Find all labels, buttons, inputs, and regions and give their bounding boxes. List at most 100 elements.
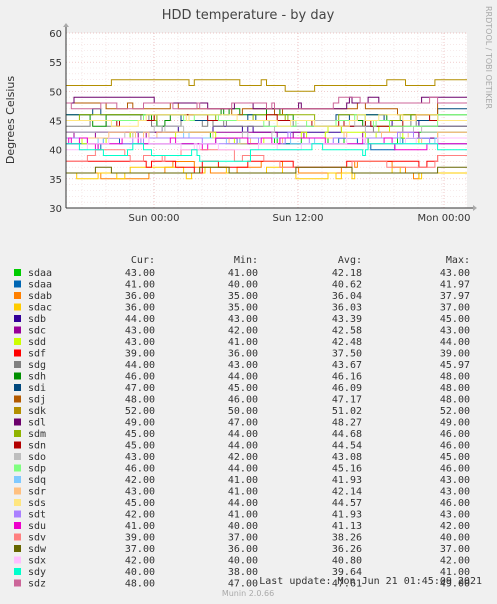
legend-value-avg: 36.04 [332, 291, 362, 302]
series-line-sdy [66, 143, 467, 162]
legend-swatch-sdd [14, 338, 21, 345]
legend-swatch-sdg [14, 361, 21, 368]
legend-value-max: 46.00 [440, 429, 470, 440]
legend-value-cur: 49.00 [125, 418, 155, 429]
legend-swatch-sdo [14, 453, 21, 460]
legend-value-avg: 42.58 [332, 326, 362, 337]
legend-value-min: 44.00 [228, 498, 258, 509]
legend-series-name: sdc [28, 326, 46, 337]
legend-value-max: 37.00 [440, 544, 470, 555]
legend-value-max: 41.00 [440, 567, 470, 578]
legend-series-name: sdj [28, 395, 46, 406]
y-tick-label: 40 [49, 146, 62, 157]
legend-series-name: sdm [28, 429, 46, 440]
y-tick-label: 45 [49, 117, 62, 128]
legend-value-min: 41.00 [228, 487, 258, 498]
legend-value-min: 41.00 [228, 337, 258, 348]
legend-series-name: sdx [28, 556, 46, 567]
legend-value-max: 43.00 [440, 510, 470, 521]
legend-series-name: sds [28, 498, 46, 509]
legend-value-cur: 48.00 [125, 579, 155, 590]
legend-swatch-sdb [14, 315, 21, 322]
legend-value-cur: 37.00 [125, 544, 155, 555]
legend-value-max: 39.00 [440, 349, 470, 360]
legend-series-name: sdk [28, 406, 46, 417]
legend-value-max: 41.97 [440, 280, 470, 291]
legend-value-min: 35.00 [228, 303, 258, 314]
y-tick-labels: 30 35 40 45 50 55 60 [49, 29, 62, 215]
legend-series-name: sdn [28, 441, 46, 452]
legend-value-min: 47.00 [228, 579, 258, 590]
legend-value-max: 42.00 [440, 521, 470, 532]
legend-value-cur: 43.00 [125, 452, 155, 463]
x-axis-arrow [473, 205, 477, 211]
legend-value-max: 43.00 [440, 326, 470, 337]
x-tick-label: Sun 00:00 [128, 213, 179, 224]
legend-value-min: 44.00 [228, 429, 258, 440]
legend-value-min: 36.00 [228, 544, 258, 555]
legend-value-max: 44.00 [440, 337, 470, 348]
legend-value-max: 46.00 [440, 498, 470, 509]
legend-value-min: 45.00 [228, 383, 258, 394]
legend-swatch-sdj [14, 395, 21, 403]
legend-value-cur: 36.00 [125, 291, 155, 302]
series-lines [66, 79, 467, 180]
legend-swatch-sdh [14, 372, 21, 380]
legend-value-min: 44.00 [228, 372, 258, 383]
legend-swatch-sdq [14, 476, 21, 483]
legend-value-min: 38.00 [228, 567, 258, 578]
series-line-sdw [66, 166, 467, 174]
legend-series-name: sdaa [28, 280, 52, 291]
legend-value-cur: 43.00 [125, 487, 155, 498]
legend-series-name: sdac [28, 303, 52, 314]
series-line-sds [66, 114, 467, 127]
legend-value-avg: 47.17 [332, 395, 362, 406]
legend-value-avg: 36.03 [332, 303, 362, 314]
y-tick-label: 30 [49, 204, 62, 215]
legend-value-avg: 40.80 [332, 556, 362, 567]
legend-value-cur: 44.00 [125, 314, 155, 325]
legend-swatch-sdi [14, 384, 21, 391]
legend-value-min: 40.00 [228, 521, 258, 532]
last-update: Last update: Mon Jun 21 01:45:09 2021 [259, 576, 482, 587]
legend-value-cur: 39.00 [125, 533, 155, 544]
y-tick-label: 55 [49, 58, 62, 69]
munin-version: Munin 2.0.66 [222, 589, 274, 598]
legend-value-max: 43.00 [440, 487, 470, 498]
legend-swatch-sdaa [14, 269, 21, 276]
legend-value-avg: 43.39 [332, 314, 362, 325]
legend-value-max: 46.00 [440, 441, 470, 452]
legend-series-name: sdw [28, 544, 47, 555]
legend-value-max: 49.00 [440, 579, 470, 590]
legend-value-min: 43.00 [228, 314, 258, 325]
legend-value-avg: 36.26 [332, 544, 362, 555]
legend-series-name: sdf [28, 349, 46, 360]
legend-value-avg: 44.54 [332, 441, 362, 452]
legend-value-cur: 42.00 [125, 475, 155, 486]
axes [63, 23, 477, 211]
legend-swatch-sdv [14, 533, 21, 541]
legend-value-avg: 42.18 [332, 268, 362, 279]
legend-value-max: 37.00 [440, 303, 470, 314]
legend-swatch-sdf [14, 349, 21, 357]
legend-swatch-sdu [14, 522, 21, 529]
legend-series-name: sdu [28, 521, 46, 532]
legend-value-min: 41.00 [228, 510, 258, 521]
legend-series-name: sdv [28, 533, 46, 544]
legend-value-avg: 45.16 [332, 464, 362, 475]
legend-value-avg: 39.64 [332, 567, 362, 578]
legend-swatch-sdk [14, 407, 21, 414]
legend-value-avg: 41.93 [332, 475, 362, 486]
legend-value-min: 36.00 [228, 349, 258, 360]
legend-value-min: 40.00 [228, 280, 258, 291]
legend-series-name: sdq [28, 475, 46, 486]
legend-headers: Cur: Min: Avg: Max: [131, 255, 470, 266]
legend-value-avg: 51.02 [332, 406, 362, 417]
legend-series-name: sdh [28, 372, 46, 383]
legend-series-name: sdi [28, 383, 46, 394]
legend-swatch-sdr [14, 487, 21, 495]
y-tick-label: 50 [49, 87, 62, 98]
y-axis-label: Degrees Celsius [4, 76, 17, 165]
legend-value-avg: 43.08 [332, 452, 362, 463]
y-axis-arrow [63, 23, 69, 27]
